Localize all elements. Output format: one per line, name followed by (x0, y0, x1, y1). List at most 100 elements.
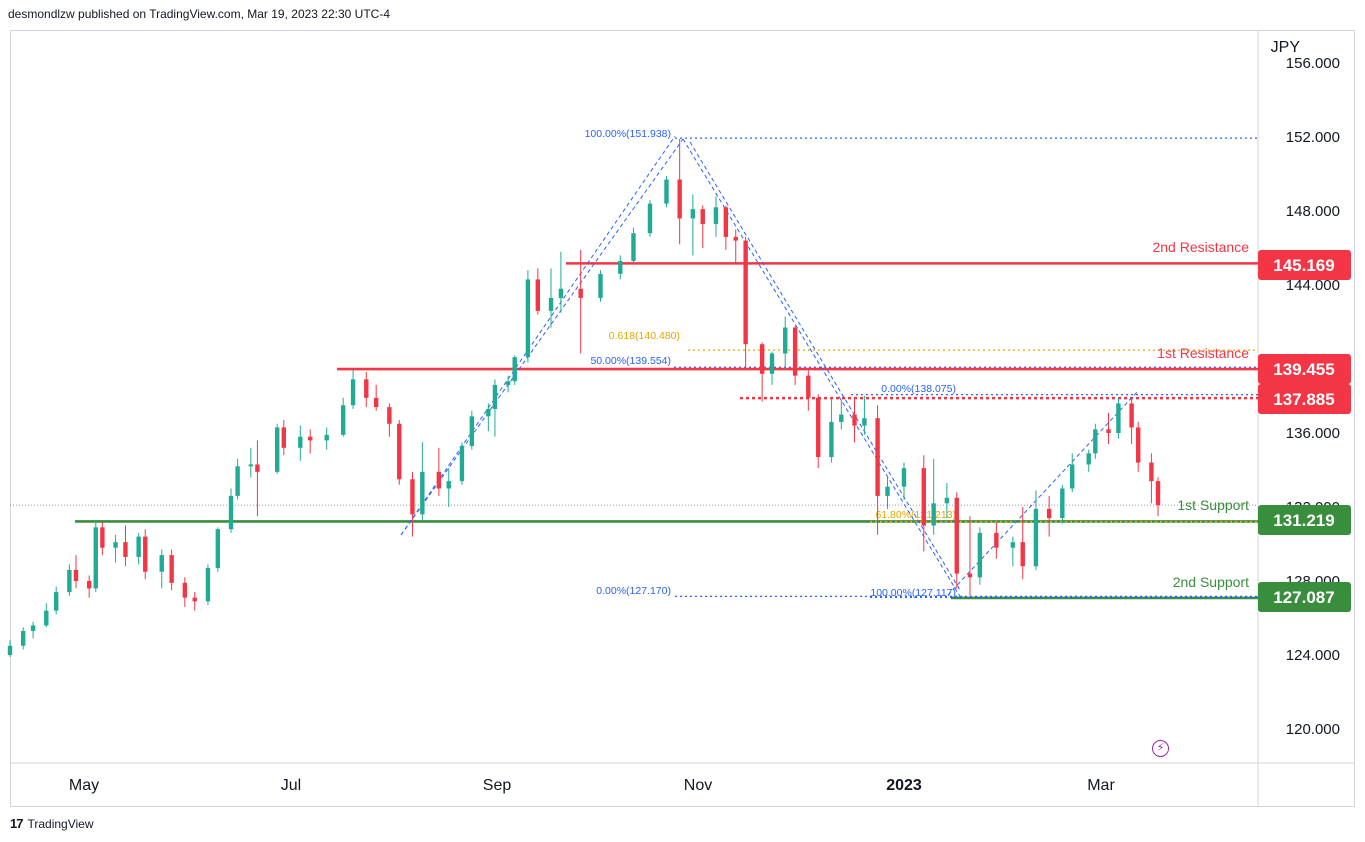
candle-body (1136, 427, 1141, 463)
candle-body (677, 179, 682, 219)
candle-body (486, 408, 491, 417)
candle-body (44, 610, 49, 626)
fib-trend-line (400, 135, 676, 536)
price-levels (75, 262, 1258, 600)
candle-body (410, 479, 415, 515)
candle-body (136, 536, 141, 557)
candle-body (954, 497, 959, 574)
chart-frame[interactable] (10, 30, 1355, 807)
candle-body (829, 421, 834, 458)
fib-level-label: 100.00%(151.938) (585, 128, 671, 140)
candle-body (901, 468, 907, 487)
price-level-value: 137.885 (1273, 390, 1334, 409)
candle-body (769, 353, 775, 374)
time-tick-label: Nov (684, 777, 712, 794)
candle-body (255, 464, 260, 472)
time-tick-label: Sep (483, 777, 512, 794)
candle-body (525, 279, 531, 358)
candle-body (664, 179, 669, 204)
price-tick-label: 144.000 (1286, 277, 1340, 294)
candle-body (723, 207, 729, 237)
candle-body (505, 381, 511, 385)
candle-body (307, 436, 313, 441)
candle-body (816, 397, 821, 458)
candle-body (86, 581, 92, 589)
price-tick-label: 152.000 (1286, 129, 1340, 146)
candle-body (373, 397, 379, 408)
candle-body (558, 288, 564, 298)
fib-level-label: 0.00%(138.075) (881, 383, 956, 395)
candle-body (839, 414, 844, 422)
time-tick-label: May (69, 777, 99, 794)
candle-body (806, 375, 811, 398)
price-tick-label: 148.000 (1286, 203, 1340, 220)
candle-body (113, 542, 118, 548)
candle-body (248, 464, 254, 467)
candle-body (1149, 462, 1154, 482)
candle-body (446, 481, 451, 489)
candle-body (1106, 429, 1111, 433)
price-tick-label: 156.000 (1286, 55, 1340, 72)
candle-body (340, 405, 346, 435)
candle-body (1060, 488, 1065, 519)
candle-body (733, 236, 738, 241)
candle-body (53, 592, 59, 611)
candle-body (792, 327, 798, 376)
candle-body (618, 260, 623, 274)
price-tick-label: 136.000 (1286, 425, 1340, 442)
candle-body (885, 486, 890, 496)
currency-label: JPY (1271, 39, 1301, 56)
candle-body (743, 240, 748, 345)
candle-body (350, 379, 356, 406)
grid (10, 31, 1354, 806)
candle-body (215, 529, 221, 569)
candle-body (862, 418, 867, 426)
candle-body (1093, 429, 1098, 454)
price-level-name: 1st Resistance (1157, 345, 1249, 361)
price-level-tag (1258, 505, 1351, 535)
time-tick-label: Mar (1087, 777, 1115, 794)
candle-body (994, 532, 999, 548)
candle-body (281, 427, 287, 448)
candle-body (364, 379, 369, 398)
fib-level-label: 61.80%(131.213) (875, 509, 956, 521)
candle-body (169, 555, 174, 583)
price-level-tag (1258, 354, 1351, 384)
candle-body (875, 418, 880, 496)
candle-body (397, 423, 402, 480)
candle-body (1116, 403, 1121, 433)
candle-body (159, 555, 164, 572)
time-axis: May Jul Sep Nov 2023 Mar (69, 777, 1116, 794)
lightning-icon[interactable]: ⚡ (1152, 740, 1169, 757)
publish-info: desmondlzw published on TradingView.com,… (8, 7, 390, 21)
price-level-value: 139.455 (1273, 360, 1334, 379)
candle-body (647, 203, 653, 234)
price-level-value: 131.219 (1273, 511, 1334, 530)
candle-body (598, 273, 603, 298)
candle-body (30, 625, 36, 631)
candle-body (492, 384, 498, 409)
tradingview-brand[interactable]: TradingView (27, 816, 94, 831)
candle-body (192, 597, 197, 602)
candle-body (944, 497, 950, 504)
time-tick-label: Jul (281, 777, 301, 794)
candle-body (1070, 464, 1075, 489)
price-level-value: 145.169 (1273, 256, 1334, 275)
candle-body (123, 542, 128, 557)
candle-body (67, 569, 72, 593)
fib-level-label: 0.618(140.480) (609, 330, 680, 342)
candle-body (469, 416, 475, 446)
candle-body (759, 344, 765, 374)
price-tick-label: 124.000 (1286, 647, 1340, 664)
candle-body (205, 568, 211, 602)
fib-level-label: 100.00%(127.117) (870, 587, 956, 599)
candle-body (436, 471, 442, 489)
candle-body (631, 233, 636, 261)
candle-body (1020, 542, 1025, 567)
candle-body (548, 297, 554, 311)
tradingview-logo-icon: 17 (10, 816, 24, 831)
price-level-tag (1258, 582, 1351, 612)
time-tick-label: 2023 (886, 777, 922, 794)
price-level-name: 2nd Support (1173, 574, 1249, 590)
